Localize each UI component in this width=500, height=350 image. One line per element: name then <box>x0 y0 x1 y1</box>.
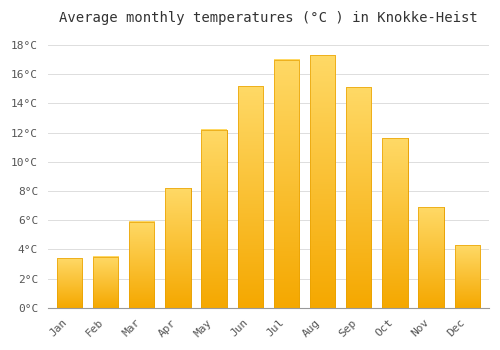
Bar <box>166 188 190 308</box>
Bar <box>346 88 372 308</box>
Bar <box>454 245 480 308</box>
Bar <box>166 188 190 308</box>
Bar <box>202 130 227 308</box>
Bar <box>382 139 407 308</box>
Title: Average monthly temperatures (°C ) in Knokke-Heist: Average monthly temperatures (°C ) in Kn… <box>59 11 478 25</box>
Bar <box>238 86 263 308</box>
Bar <box>418 207 444 308</box>
Bar <box>418 207 444 308</box>
Bar <box>57 258 82 308</box>
Bar <box>57 258 82 308</box>
Bar <box>382 139 407 308</box>
Bar <box>129 222 154 308</box>
Bar <box>129 222 154 308</box>
Bar <box>93 257 118 308</box>
Bar <box>310 55 335 308</box>
Bar <box>346 88 372 308</box>
Bar <box>454 245 480 308</box>
Bar <box>93 257 118 308</box>
Bar <box>310 55 335 308</box>
Bar <box>238 86 263 308</box>
Bar <box>202 130 227 308</box>
Bar <box>274 60 299 308</box>
Bar <box>274 60 299 308</box>
